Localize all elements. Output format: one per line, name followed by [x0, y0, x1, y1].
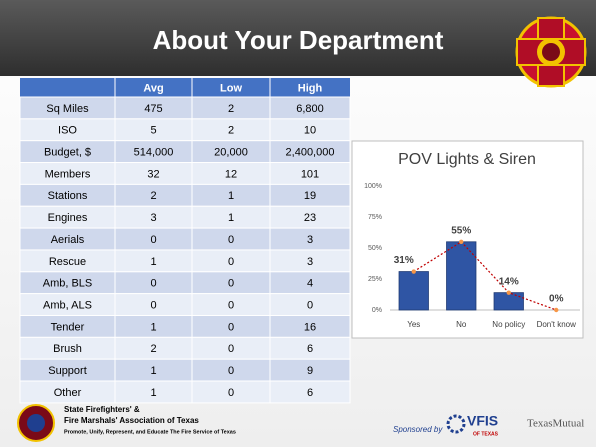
y-tick-label: 25%	[368, 276, 382, 283]
cell: 3	[307, 256, 313, 268]
row-label: Brush	[53, 343, 82, 355]
y-tick-label: 100%	[364, 183, 382, 190]
cell: 6,800	[296, 103, 324, 115]
cell: 23	[304, 212, 316, 224]
point-marker	[554, 307, 559, 313]
cell: 16	[304, 321, 316, 333]
bar	[493, 292, 524, 311]
value-label: 0%	[549, 294, 564, 305]
cell: 6	[307, 343, 313, 355]
x-tick-label: No policy	[492, 320, 525, 329]
vfis-sub: OF TEXAS	[473, 431, 499, 437]
cell: 1	[228, 190, 234, 202]
row-label: Other	[54, 387, 82, 399]
cell: 514,000	[134, 147, 174, 159]
slide-title: About Your Department	[153, 25, 444, 55]
cell: 0	[307, 299, 313, 311]
cell: 2	[228, 103, 234, 115]
cell: 2,400,000	[286, 147, 335, 159]
cell: 10	[304, 125, 316, 137]
org-line: Fire Marshals' Association of Texas	[64, 416, 199, 425]
sponsor-text: Sponsored by	[393, 425, 443, 434]
row-label: Support	[48, 365, 87, 377]
row-label: Sq Miles	[46, 103, 89, 115]
vfis-logo: VFIS	[467, 413, 498, 429]
bar	[398, 271, 429, 311]
header-bar	[0, 0, 596, 76]
cell: 1	[228, 212, 234, 224]
cell: 19	[304, 190, 316, 202]
cell: 475	[144, 103, 162, 115]
cell: 0	[228, 278, 234, 290]
row-label: Budget, $	[44, 147, 91, 159]
row-label: ISO	[58, 125, 77, 137]
value-label: 14%	[499, 276, 519, 287]
cell: 9	[307, 365, 313, 377]
x-tick-label: Yes	[407, 320, 420, 329]
row-label: Tender	[51, 321, 85, 333]
trend-line	[413, 241, 557, 311]
x-tick-label: Don't know	[537, 320, 577, 329]
point-marker	[459, 239, 464, 244]
cell: 1	[150, 387, 156, 399]
bar	[446, 241, 477, 311]
row-label: Stations	[48, 190, 88, 202]
cell: 0	[228, 365, 234, 377]
cell: 0	[150, 299, 156, 311]
row-label: Amb, BLS	[43, 278, 93, 290]
row-label: Amb, ALS	[43, 299, 92, 311]
chart: 0% 25% 50% 75% 100% Yes No No policy Don't know 3…	[364, 183, 580, 329]
cell: 0	[228, 256, 234, 268]
org-line: State Firefighters' &	[64, 405, 140, 414]
cell: 2	[150, 190, 156, 202]
cell: 1	[150, 365, 156, 377]
y-tick-label: 50%	[368, 245, 382, 252]
value-label: 31%	[394, 255, 414, 266]
chart-title: POV Lights & Siren	[398, 151, 536, 168]
cell: 1	[150, 256, 156, 268]
row-label: Engines	[48, 212, 88, 224]
cell: 3	[307, 234, 313, 246]
cell: 0	[150, 278, 156, 290]
cell: 20,000	[214, 147, 248, 159]
cell: 0	[150, 234, 156, 246]
cell: 0	[228, 387, 234, 399]
point-marker	[506, 290, 511, 295]
x-tick-label: No	[456, 320, 467, 329]
table-row	[19, 380, 351, 404]
column-header: Low	[220, 82, 242, 94]
cell: 12	[225, 168, 237, 180]
cell: 32	[147, 168, 159, 180]
y-tick-label: 0%	[372, 307, 382, 314]
cell: 0	[228, 234, 234, 246]
org-tagline: Promote, Unify, Represent, and Educate T…	[64, 429, 236, 435]
y-tick-label: 75%	[368, 214, 382, 221]
cell: 5	[150, 125, 156, 137]
cell: 3	[150, 212, 156, 224]
cell: 0	[228, 343, 234, 355]
cell: 4	[307, 278, 313, 290]
column-header: Avg	[143, 82, 163, 94]
cell: 2	[150, 343, 156, 355]
row-label: Rescue	[49, 256, 86, 268]
row-label: Members	[45, 168, 91, 180]
vfis-icon	[446, 414, 466, 434]
cell: 0	[228, 299, 234, 311]
logo	[515, 16, 587, 88]
texas-mutual-logo: TexasMutual	[527, 418, 584, 430]
row-label: Aerials	[51, 234, 85, 246]
cell: 2	[228, 125, 234, 137]
cell: 6	[307, 387, 313, 399]
value-label: 55%	[451, 225, 471, 236]
header-row	[20, 78, 350, 97]
footer: State Firefighters' & Fire Marshals' Ass…	[17, 404, 584, 442]
cell: 0	[228, 321, 234, 333]
cell: 1	[150, 321, 156, 333]
cell: 101	[301, 168, 319, 180]
point-marker	[411, 269, 416, 274]
column-header: High	[298, 82, 323, 94]
